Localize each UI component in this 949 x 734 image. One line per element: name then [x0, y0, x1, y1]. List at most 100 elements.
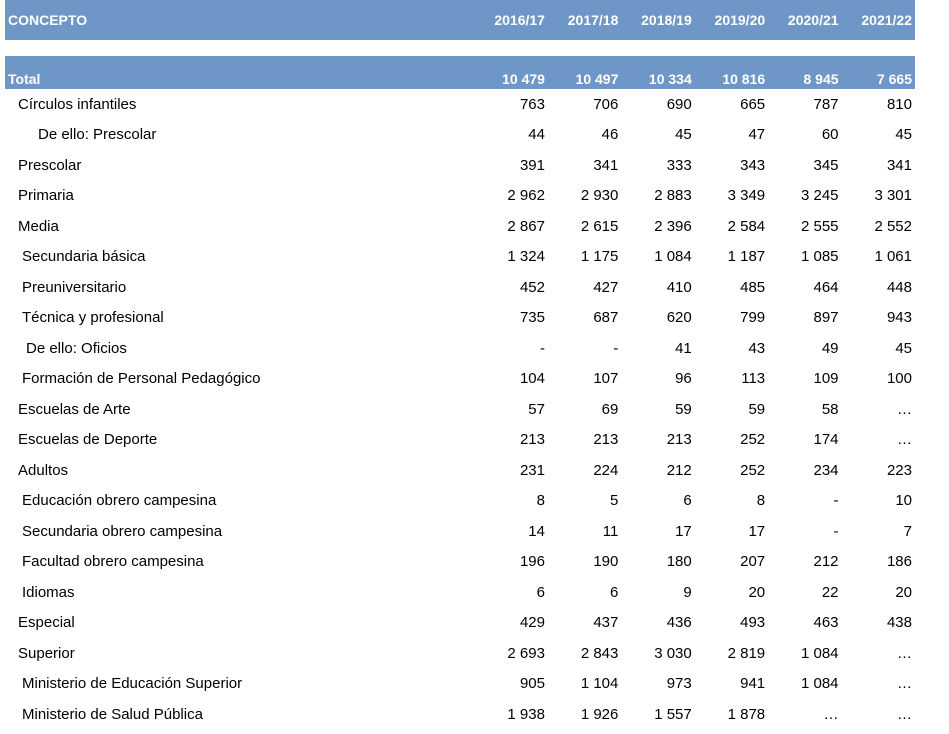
cell-value: 223: [886, 461, 912, 479]
total-row: Total 10 479 10 497 10 334 10 816 8 945 …: [5, 56, 915, 89]
cell-value: 212: [666, 461, 692, 479]
cell-value: 799: [740, 309, 766, 327]
cell-value: 8: [756, 492, 766, 510]
cell-value: 2 555: [800, 217, 839, 235]
cell-value: 2 843: [580, 644, 619, 662]
table-header-row: CONCEPTO 2016/17 2017/18 2018/19 2019/20…: [5, 0, 915, 40]
row-label: Superior: [18, 644, 75, 662]
cell-value: 69: [601, 400, 619, 418]
cell-value: 10 334: [621, 56, 695, 89]
table-row: Técnica y profesional 735 687 620 799 897 943: [5, 303, 915, 334]
cell-value: 2 867: [507, 217, 545, 235]
cell-value: 2 396: [654, 217, 692, 235]
cell-value: 1 084: [800, 644, 839, 662]
cell-value: 196: [519, 553, 545, 571]
cell-value: 410: [666, 278, 692, 296]
cell-value: 810: [886, 95, 912, 113]
column-header-year: 2021/22: [841, 0, 915, 40]
cell-value: 59: [675, 400, 692, 418]
cell-value: 10 497: [547, 56, 622, 89]
row-label: Idiomas: [22, 583, 75, 601]
cell-value: 212: [813, 553, 839, 571]
cell-value: 20: [748, 583, 766, 601]
table-row: Ministerio de Educación Superior 905 1 104…: [5, 669, 915, 700]
cell-value: 2 930: [580, 187, 619, 205]
cell-value: 10 816: [694, 56, 769, 89]
cell-value: 213: [593, 431, 619, 449]
cell-value: 107: [593, 370, 619, 388]
cell-value: 905: [519, 675, 545, 693]
row-label: Escuelas de Deporte: [18, 431, 158, 449]
table-row: Secundaria básica 1 324 1 175 1 084 1 187 1 0…: [5, 242, 915, 273]
cell-value: 448: [886, 278, 912, 296]
cell-value: 2 584: [727, 217, 766, 235]
cell-value: 10 479: [474, 56, 548, 89]
enrollment-table: CONCEPTO 2016/17 2017/18 2018/19 2019/20…: [5, 0, 915, 730]
cell-value: 45: [675, 126, 692, 144]
cell-value: 735: [519, 309, 545, 327]
cell-value: 1 061: [874, 248, 912, 266]
table-row: De ello: Oficios - - 41 43 49 45: [5, 333, 915, 364]
table-row: Idiomas 6 6 9 20 22 20: [5, 577, 915, 608]
cell-value: 943: [886, 309, 912, 327]
row-label: Formación de Personal Pedagógico: [22, 370, 261, 388]
cell-value: 190: [593, 553, 619, 571]
cell-value: 3 349: [727, 187, 766, 205]
row-label: De ello: Oficios: [26, 339, 127, 357]
cell-value: 17: [675, 522, 692, 540]
cell-value: 180: [666, 553, 692, 571]
cell-value: 1 085: [800, 248, 839, 266]
row-label: Especial: [18, 614, 75, 632]
row-label: Ministerio de Salud Pública: [22, 705, 203, 723]
cell-value: 391: [519, 156, 545, 174]
column-header-year: 2016/17: [474, 0, 548, 40]
row-label: Adultos: [18, 461, 69, 479]
column-header-concept: CONCEPTO: [5, 0, 475, 40]
cell-value: 57: [528, 400, 545, 418]
row-label: Total: [5, 56, 475, 89]
cell-value: 2 693: [507, 644, 545, 662]
table-row: Círculos infantiles 763 706 690 665 787 810: [5, 89, 915, 120]
cell-value: 59: [748, 400, 766, 418]
cell-value: 213: [666, 431, 692, 449]
cell-value: 14: [528, 522, 545, 540]
cell-value: -: [833, 492, 839, 510]
cell-value: 787: [813, 95, 839, 113]
cell-value: 464: [813, 278, 839, 296]
cell-value: 437: [593, 614, 619, 632]
cell-value: -: [833, 522, 839, 540]
row-label: Primaria: [18, 187, 74, 205]
cell-value: 252: [740, 461, 766, 479]
cell-value: 7: [903, 522, 912, 540]
cell-value: 1 557: [654, 705, 692, 723]
cell-value: 897: [813, 309, 839, 327]
cell-value: 343: [740, 156, 766, 174]
row-label: Media: [18, 217, 59, 235]
column-header-year: 2018/19: [621, 0, 695, 40]
cell-value: 345: [813, 156, 839, 174]
cell-value: …: [897, 431, 912, 449]
cell-value: 109: [813, 370, 839, 388]
cell-value: 224: [593, 461, 619, 479]
cell-value: 1 175: [580, 248, 619, 266]
cell-value: 1 084: [654, 248, 692, 266]
cell-value: 8: [536, 492, 545, 510]
table-row: Ministerio de Salud Pública 1 938 1 926 1 5…: [5, 699, 915, 730]
cell-value: 1 926: [580, 705, 619, 723]
cell-value: 104: [519, 370, 545, 388]
cell-value: 20: [895, 583, 912, 601]
cell-value: 8 945: [768, 56, 842, 89]
cell-value: 10: [895, 492, 912, 510]
row-label: Secundaria obrero campesina: [22, 522, 223, 540]
cell-value: 463: [813, 614, 839, 632]
cell-value: 690: [666, 95, 692, 113]
cell-value: 213: [519, 431, 545, 449]
cell-value: …: [897, 644, 912, 662]
cell-value: 43: [748, 339, 766, 357]
row-label: Técnica y profesional: [22, 309, 164, 327]
column-header-year: 2019/20: [694, 0, 769, 40]
table-row: Media 2 867 2 615 2 396 2 584 2 555 2 552: [5, 211, 915, 242]
cell-value: 186: [886, 553, 912, 571]
cell-value: 2 883: [654, 187, 692, 205]
cell-value: 438: [886, 614, 912, 632]
